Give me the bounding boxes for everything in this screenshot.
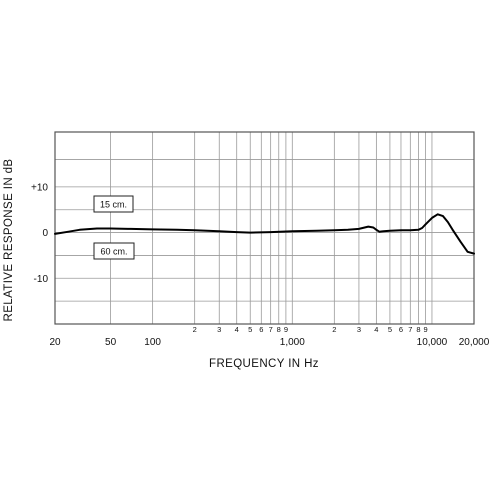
x-tick-label: 2 <box>193 325 197 334</box>
x-tick-label: 50 <box>105 337 117 348</box>
curves <box>54 213 475 255</box>
legend-60cm-label: 60 cm. <box>100 247 127 257</box>
x-tick-label: 7 <box>408 325 412 334</box>
x-tick-label: 3 <box>357 325 361 334</box>
legend-60cm: 60 cm. <box>93 242 135 260</box>
x-tick-label: 100 <box>144 337 161 348</box>
x-tick-label: 6 <box>399 325 403 334</box>
y-axis-title: RELATIVE RESPONSE IN dB <box>3 158 15 321</box>
y-tick-label: +10 <box>31 182 48 193</box>
response-curve <box>54 213 475 255</box>
x-tick-label: 4 <box>374 325 378 334</box>
x-tick-label: 8 <box>277 325 281 334</box>
x-tick-label: 5 <box>248 325 252 334</box>
y-tick-label: 0 <box>42 228 48 239</box>
x-tick-label: 10,000 <box>417 337 448 348</box>
x-tick-label: 7 <box>269 325 273 334</box>
x-tick-label: 1,000 <box>280 337 305 348</box>
x-tick-label: 9 <box>284 325 288 334</box>
x-tick-label: 6 <box>259 325 263 334</box>
x-tick-label: 20 <box>49 337 61 348</box>
legend-15cm-box <box>93 195 134 213</box>
x-tick-label: 5 <box>388 325 392 334</box>
x-tick-label: 2 <box>332 325 336 334</box>
y-tick-label: -10 <box>34 274 49 285</box>
legend-60cm-box <box>93 242 135 260</box>
x-tick-label: 20,000 <box>459 337 490 348</box>
y-tick-labels: +10 0 -10 <box>31 182 48 284</box>
legend-15cm: 15 cm. <box>93 195 134 213</box>
x-tick-label: 4 <box>235 325 239 334</box>
legend-15cm-label: 15 cm. <box>100 200 127 210</box>
x-tick-label: 3 <box>217 325 221 334</box>
x-tick-label: 9 <box>423 325 427 334</box>
x-axis-title: FREQUENCY IN Hz <box>209 358 319 370</box>
plot-frame <box>54 131 475 325</box>
x-tick-label: 8 <box>416 325 420 334</box>
